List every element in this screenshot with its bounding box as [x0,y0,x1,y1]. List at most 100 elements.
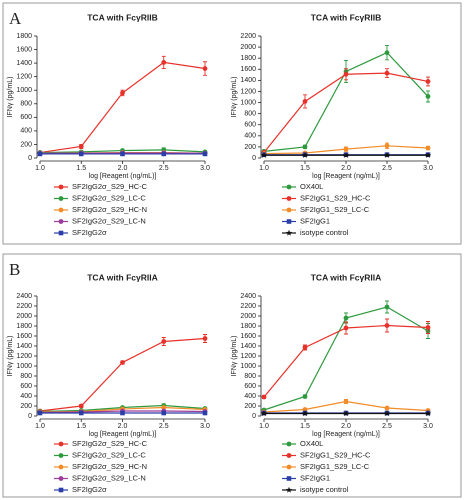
x-tick-label: 1.0 [259,423,269,430]
legend-label: SF2IgG2σ_S29_LC-N [72,216,146,225]
legend-marker [286,476,292,481]
x-tick-label: 1.5 [76,423,86,430]
legend-label: isotype control [300,485,349,494]
marker [78,151,84,157]
marker [161,151,167,157]
legend-label: OX40L [300,182,323,191]
x-tick-label: 1.5 [76,165,86,172]
y-tick-label: 1600 [16,46,32,53]
x-tick-label: 1.5 [300,423,310,430]
legend-marker [58,464,64,470]
marker [301,410,309,417]
y-tick-label: 1200 [240,88,256,95]
chart-title: TCA with FcγRIIB [87,12,158,22]
x-tick-label: 3.0 [423,165,433,172]
x-tick-label: 2.0 [341,423,351,430]
legend-marker [286,196,292,201]
legend-label: SF2IgG2σ_S29_LC-C [72,450,146,459]
marker [161,60,167,65]
marker [342,410,350,417]
marker [260,410,268,417]
y-tick-label: 1200 [16,74,32,81]
marker [302,345,308,350]
y-tick-label: 1000 [16,87,32,94]
marker [78,144,84,149]
marker [120,360,125,365]
y-tick-label: 1800 [16,323,32,330]
series-line [263,72,429,153]
marker [425,145,431,151]
marker [424,151,432,158]
y-tick-label: 800 [20,373,32,380]
marker [342,151,350,158]
y-axis-label: IFNγ (pg/mL) [231,77,238,118]
marker [425,94,431,99]
series-line [39,337,206,412]
marker [343,146,349,152]
legend-label: SF2IgG2σ_S29_LC-C [72,193,146,202]
marker [37,151,43,157]
legend-marker [58,207,64,213]
chart-title: TCA with FcγRIIA [87,272,158,282]
marker [261,394,267,400]
y-tick-label: 1600 [240,66,256,73]
y-tick-label: 0 [252,413,256,420]
marker [343,315,349,321]
y-tick-label: 2200 [240,303,256,310]
x-axis-label: log [Reagent (ng/mL)] [312,173,380,180]
legend-label: SF2IgG2σ_S29_HC-N [72,462,147,471]
y-tick-label: 2400 [240,293,256,300]
legend-label: SF2IgG2σ_S29_HC-C [72,439,148,448]
marker [301,151,309,158]
marker [383,151,391,158]
marker [202,410,208,416]
y-tick-label: 800 [244,110,256,117]
marker [425,325,431,330]
legend-marker [58,219,64,224]
legend-marker [286,464,292,470]
x-tick-label: 3.0 [423,423,433,430]
marker [202,336,208,341]
y-tick-label: 600 [244,383,256,390]
chart-title: TCA with FcγRIIB [311,12,382,22]
y-tick-label: 800 [244,373,256,380]
panel-frame [2,2,462,245]
y-tick-label: 2400 [16,293,32,300]
panel-frame [2,253,462,498]
x-tick-label: 1.0 [35,423,45,430]
y-tick-label: 600 [20,114,32,121]
y-tick-label: 1600 [240,333,256,340]
y-tick-label: 1800 [240,55,256,62]
marker [260,151,268,158]
y-tick-label: 1800 [16,33,32,40]
legend-label: SF2IgG2σ [72,228,107,237]
marker [78,403,84,409]
legend-label: SF2IgG1_S29_LC-C [300,462,370,471]
y-tick-label: 1000 [16,363,32,370]
series-line [39,61,206,154]
legend-marker [58,441,64,447]
y-tick-label: 1000 [240,99,256,106]
legend-marker [58,184,64,190]
marker [161,405,167,410]
y-tick-label: 200 [244,403,256,410]
marker [37,410,43,416]
series-line [263,324,429,398]
y-tick-label: 1400 [240,343,256,350]
x-tick-label: 2.5 [382,423,392,430]
y-tick-label: 1400 [240,77,256,84]
legend-marker [286,207,292,213]
y-tick-label: 400 [244,393,256,400]
y-tick-label: 2200 [240,33,256,40]
panel-letter: A [9,9,22,28]
x-tick-label: 1.5 [300,165,310,172]
legend-label: SF2IgG2σ_S29_HC-C [72,182,148,191]
y-tick-label: 1800 [240,323,256,330]
y-tick-label: 0 [252,155,256,162]
y-tick-label: 0 [28,155,32,162]
legend-label: SF2IgG2σ_S29_HC-N [72,205,147,214]
marker [202,66,208,71]
legend-label: SF2IgG2σ [72,485,107,494]
legend-marker [285,486,293,493]
